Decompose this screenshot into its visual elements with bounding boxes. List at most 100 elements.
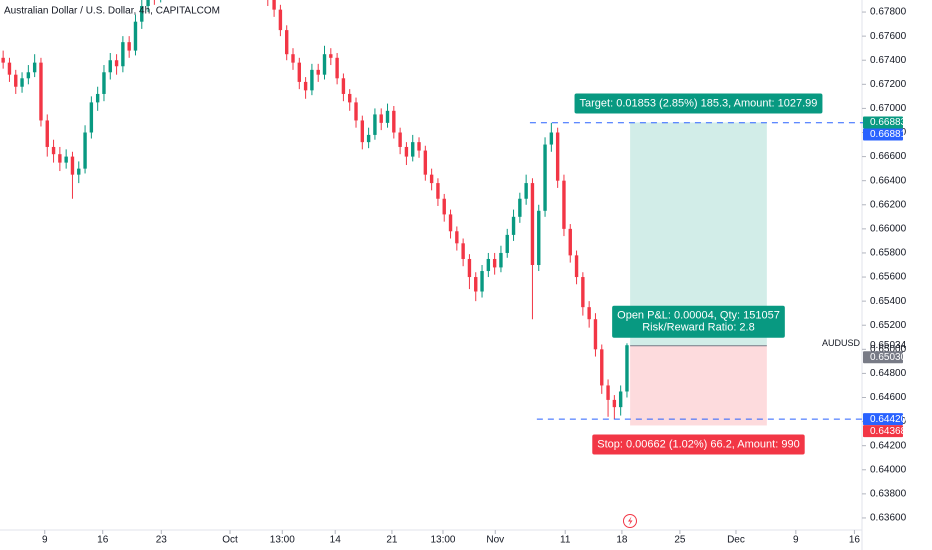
price-label-bg xyxy=(863,351,903,364)
candle-body xyxy=(442,198,446,215)
candle-body xyxy=(285,30,289,55)
x-tick-label: 14 xyxy=(330,535,342,546)
x-tick-label: Oct xyxy=(222,535,238,546)
candle-body xyxy=(297,62,302,82)
candle-body xyxy=(568,228,572,256)
y-tick-label: 0.67600 xyxy=(870,31,907,42)
y-tick-label: 0.67200 xyxy=(870,79,907,90)
candle-body xyxy=(486,258,491,272)
y-tick-label: 0.65200 xyxy=(870,320,907,331)
candle-body xyxy=(310,69,314,91)
candle-body xyxy=(549,132,554,145)
y-tick-label: 0.66000 xyxy=(870,224,907,235)
candle-body xyxy=(600,349,604,386)
pnl-label: Open P&L: 0.00004, Qty: 151057Risk/Rewar… xyxy=(612,305,785,338)
candle-body xyxy=(505,234,509,253)
candle-body xyxy=(581,277,585,308)
candle-body xyxy=(133,21,138,51)
candle-body xyxy=(303,81,308,91)
candle-body xyxy=(474,277,478,292)
candle-body xyxy=(322,54,327,75)
price-label: 0.64368 xyxy=(863,425,907,438)
candle-body xyxy=(89,102,94,133)
price-label: 0.64420 xyxy=(863,413,907,426)
candle-body xyxy=(398,132,402,147)
x-tick-label: 11 xyxy=(560,535,571,546)
candle-body xyxy=(7,62,12,75)
y-tick-label: 0.66200 xyxy=(870,199,907,210)
pnl-label-bg xyxy=(612,305,785,338)
candle-body xyxy=(102,72,106,94)
y-tick-label: 0.66600 xyxy=(870,151,907,162)
x-tick-label: 13:00 xyxy=(430,535,455,546)
candle-body xyxy=(492,258,497,268)
price-label-text: 0.64420 xyxy=(870,414,907,425)
candle-body xyxy=(593,319,598,350)
y-tick-label: 0.64600 xyxy=(870,392,907,403)
y-tick-label: 0.67400 xyxy=(870,55,907,66)
candle-body xyxy=(524,183,528,199)
candle-body xyxy=(341,78,346,94)
y-tick-label: 0.63800 xyxy=(870,489,907,500)
candle-body xyxy=(385,110,390,123)
price-label-text: 0.66883 xyxy=(870,117,907,128)
candle-body xyxy=(39,62,43,121)
candle-body xyxy=(404,146,409,157)
price-label-bg xyxy=(863,413,903,426)
price-label-text: 0.65030 xyxy=(870,352,907,363)
y-tick-label: 0.64000 xyxy=(870,464,907,475)
candle-body xyxy=(417,142,421,151)
y-tick-label: 0.65000 xyxy=(870,344,907,355)
candle-body xyxy=(77,168,81,175)
candle-body xyxy=(316,69,320,75)
y-tick-label: 0.65400 xyxy=(870,296,907,307)
candle-body xyxy=(379,114,383,123)
price-label: 0.66883 xyxy=(863,116,907,129)
price-label-bg xyxy=(863,128,903,141)
candle-body xyxy=(291,54,295,63)
candle-body xyxy=(278,9,283,31)
pnl-label-text: Open P&L: 0.00004, Qty: 151057 xyxy=(617,310,780,322)
candle-body xyxy=(467,258,472,278)
candle-body xyxy=(543,144,547,211)
candle-body xyxy=(455,231,459,244)
x-tick-label: 9 xyxy=(42,535,48,546)
candle-body xyxy=(392,110,396,133)
pnl-label-text: Risk/Reward Ratio: 2.8 xyxy=(642,322,755,334)
candle-body xyxy=(335,57,339,79)
y-tick-label: 0.63600 xyxy=(870,513,907,524)
y-tick-label: 0.65800 xyxy=(870,248,907,259)
price-label: 0.65030 xyxy=(863,351,907,364)
stop-label: Stop: 0.00662 (1.02%) 66.2, Amount: 990 xyxy=(592,434,805,455)
candle-body xyxy=(114,60,119,67)
candle-body xyxy=(32,62,37,73)
stop-label-text: Stop: 0.00662 (1.02%) 66.2, Amount: 990 xyxy=(597,438,799,450)
candle-body xyxy=(612,399,617,408)
candle-body xyxy=(70,156,75,175)
candle-body xyxy=(1,57,5,63)
price-label: 0.65034 xyxy=(870,340,907,351)
candle-body xyxy=(348,93,352,103)
candle-body xyxy=(429,174,434,184)
candle-body xyxy=(625,345,629,392)
candle-body xyxy=(95,93,100,103)
lightning-icon[interactable] xyxy=(623,514,637,528)
candle-body xyxy=(14,74,18,87)
candle-body xyxy=(618,391,623,408)
price-label-text: 0.64368 xyxy=(870,426,907,437)
candle-body xyxy=(555,132,560,181)
stop-label-bg xyxy=(592,434,805,455)
target-label-text: Target: 0.01853 (2.85%) 185.3, Amount: 1… xyxy=(580,97,818,109)
candle-body xyxy=(83,132,87,169)
candle-body xyxy=(448,214,453,232)
x-tick-label: 23 xyxy=(156,535,168,546)
candle-body xyxy=(373,114,377,135)
candle-body xyxy=(461,243,465,259)
x-tick-label: 16 xyxy=(849,535,861,546)
candle-body xyxy=(436,183,440,199)
candle-body xyxy=(562,180,566,229)
candle-body xyxy=(51,146,56,155)
candle-body xyxy=(272,0,276,10)
candle-body xyxy=(140,6,144,22)
